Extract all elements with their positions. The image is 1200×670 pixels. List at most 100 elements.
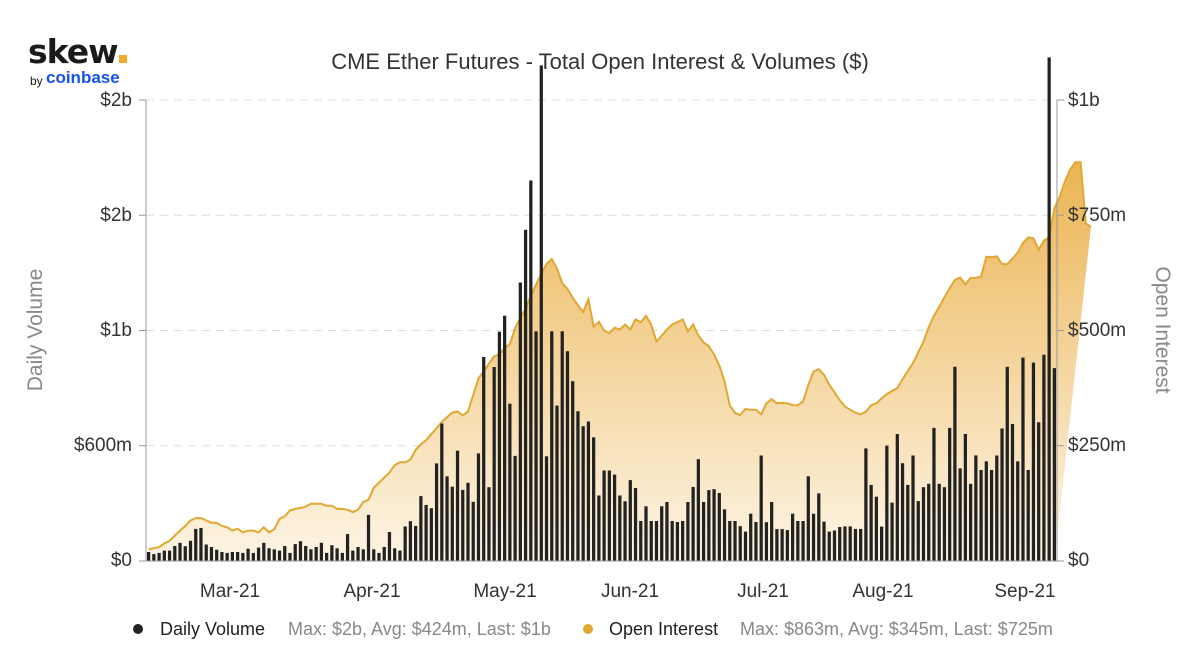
volume-bar <box>612 474 617 561</box>
volume-bar <box>879 526 884 561</box>
volume-bar <box>900 463 905 561</box>
volume-bar <box>199 528 203 561</box>
volume-bar <box>859 528 863 561</box>
volume-bar <box>277 550 282 561</box>
legend-item-open-interest[interactable]: Open Interest Max: $863m, Avg: $345m, La… <box>583 619 1053 639</box>
volume-bar <box>262 542 266 561</box>
volume-bar <box>194 528 198 561</box>
volume-bar <box>660 506 664 561</box>
volume-bar <box>953 366 957 561</box>
volume-bar <box>1000 428 1004 561</box>
volume-bar <box>806 476 810 561</box>
volume-bar <box>361 549 365 561</box>
volume-bar <box>283 546 287 561</box>
volume-bar <box>911 455 915 561</box>
volume-bar <box>571 381 575 561</box>
volume-bar <box>628 480 632 561</box>
volume-bar <box>330 545 334 561</box>
volume-bar <box>927 483 931 561</box>
volume-bar <box>811 513 816 561</box>
volume-bar <box>518 282 522 561</box>
left-tick-label: $2b <box>100 90 132 111</box>
volume-bar <box>529 180 533 561</box>
volume-bar <box>958 468 962 561</box>
volume-bar <box>670 521 674 561</box>
volume-bar <box>1047 57 1051 562</box>
volume-bar <box>728 521 732 561</box>
open-interest-legend-marker <box>583 624 593 634</box>
x-tick-label: Apr-21 <box>343 581 400 602</box>
open-interest-area-fill <box>148 162 1092 561</box>
volume-bar <box>225 552 229 561</box>
legend-item-daily-volume[interactable]: Daily Volume Max: $2b, Avg: $424m, Last:… <box>133 619 551 639</box>
volume-bar <box>382 547 386 561</box>
volume-bar <box>345 534 350 561</box>
volume-bar <box>948 427 952 561</box>
left-axis-ticks: $0 $600m $1b $2b $2b <box>74 90 132 571</box>
logo-dot <box>118 55 127 63</box>
volume-bar <box>691 486 695 561</box>
daily-volume-bars <box>146 57 1057 562</box>
volume-bar <box>387 532 392 561</box>
volume-bar <box>707 490 711 561</box>
volume-bar <box>241 552 245 561</box>
volume-bar <box>722 509 727 561</box>
legend: Daily Volume Max: $2b, Avg: $424m, Last:… <box>133 619 1053 639</box>
volume-bar <box>1021 357 1025 561</box>
volume-bar <box>534 331 538 561</box>
volume-bar <box>921 487 926 561</box>
axes <box>139 99 1064 562</box>
volume-bar <box>576 411 580 561</box>
volume-bar <box>544 456 549 561</box>
volume-bar <box>764 522 769 561</box>
daily-volume-legend-marker <box>133 624 143 634</box>
volume-bar <box>874 496 878 561</box>
skew-wordmark: skew <box>28 32 119 71</box>
volume-bar <box>675 522 680 561</box>
volume-bar <box>173 546 177 561</box>
left-tick-label: $2b <box>100 205 132 226</box>
volume-bar <box>508 403 512 561</box>
volume-bar <box>775 529 779 561</box>
volume-bar <box>372 549 376 561</box>
volume-bar <box>267 548 271 561</box>
volume-bar <box>843 526 847 561</box>
volume-bar <box>885 445 889 561</box>
volume-bar <box>686 502 690 561</box>
coinbase-wordmark: coinbase <box>46 68 120 87</box>
logo-by-text: by <box>30 74 43 88</box>
volume-bar <box>597 495 601 561</box>
x-tick-label: Jul-21 <box>737 581 789 602</box>
volume-bar <box>393 548 397 561</box>
volume-bar <box>989 470 994 561</box>
volume-bar <box>1005 366 1009 561</box>
left-tick-label: $0 <box>111 550 132 571</box>
volume-bar <box>424 504 428 561</box>
volume-bar <box>487 487 491 561</box>
volume-bar <box>492 367 496 561</box>
right-axis-title: Open Interest <box>1151 266 1174 393</box>
volume-bar <box>178 542 182 561</box>
volume-bar <box>916 501 920 561</box>
volume-bar <box>864 448 868 561</box>
volume-bar <box>649 521 653 561</box>
volume-bar <box>738 526 742 561</box>
right-tick-label: $1b <box>1068 90 1100 111</box>
volume-bar <box>963 434 967 561</box>
volume-bar <box>717 493 721 561</box>
volume-bar <box>466 482 470 561</box>
volume-bar <box>639 521 643 561</box>
volume-bar <box>942 487 947 561</box>
volume-bar <box>974 455 978 561</box>
right-tick-label: $250m <box>1068 435 1126 456</box>
volume-bar <box>890 502 894 561</box>
chart-title: CME Ether Futures - Total Open Interest … <box>331 49 869 74</box>
right-tick-label: $500m <box>1068 320 1126 341</box>
volume-bar <box>445 476 449 561</box>
volume-bar <box>869 484 873 561</box>
volume-bar <box>733 521 737 561</box>
right-tick-label: $750m <box>1068 205 1126 226</box>
x-tick-label: Mar-21 <box>200 581 260 602</box>
volume-bar <box>1052 368 1057 561</box>
volume-bar <box>256 547 261 561</box>
